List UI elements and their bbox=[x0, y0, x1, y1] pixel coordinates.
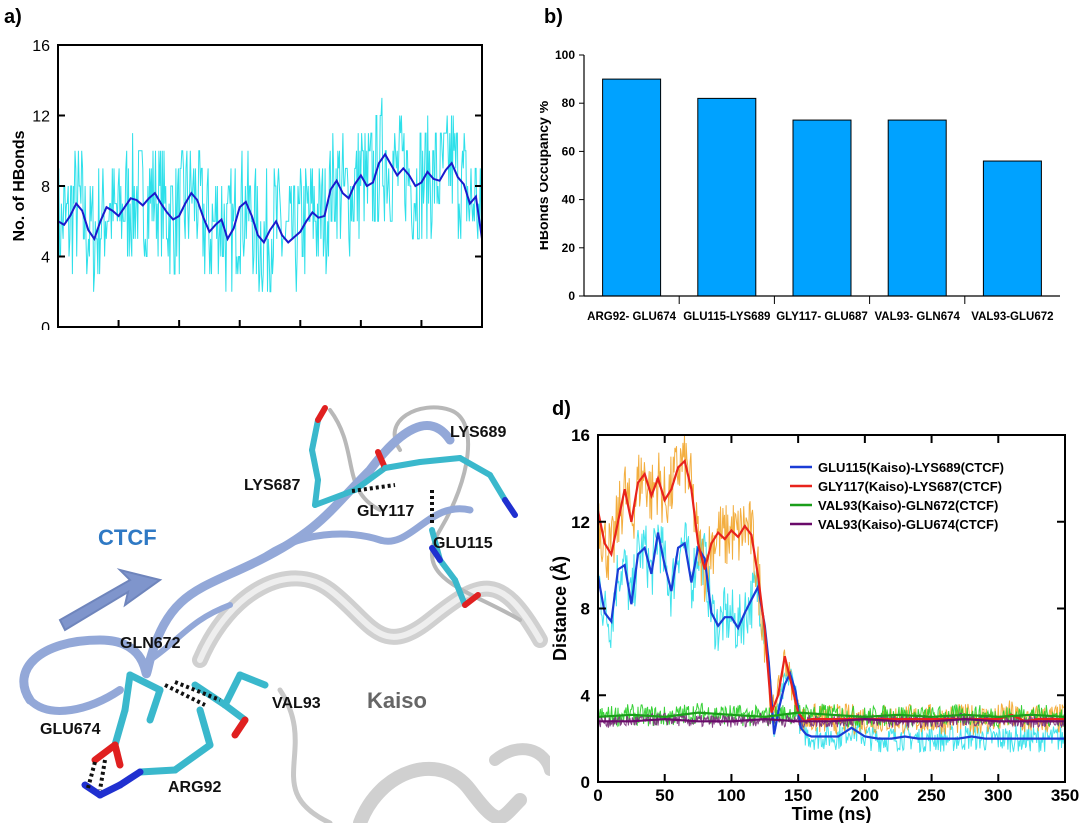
gly117-label: GLY117 bbox=[357, 503, 414, 520]
y-axis-label: HBonds Occupancy % bbox=[540, 100, 551, 250]
upper-residue-sticks bbox=[309, 405, 518, 608]
legend-label: GLY117(Kaiso)-LYS687(CTCF) bbox=[818, 479, 1002, 494]
occupancy-bar bbox=[982, 160, 1042, 297]
y-tick-label: 0 bbox=[581, 773, 590, 792]
x-category-label: VAL93-GLU672 bbox=[971, 311, 1053, 323]
hbonds-smoothed-series-line bbox=[57, 152, 483, 245]
x-tick-label: 0 bbox=[593, 786, 602, 805]
occupancy-bar bbox=[697, 97, 757, 297]
y-axis-label: Distance (Å) bbox=[550, 556, 570, 661]
legend-label: VAL93(Kaiso)-GLN672(CTCF) bbox=[818, 498, 998, 513]
x-category-label: GLU115-LYS689 bbox=[683, 311, 770, 323]
lys689-label: LYS689 bbox=[450, 424, 506, 441]
arg92-label: ARG92 bbox=[168, 779, 221, 796]
y-tick-label: 100 bbox=[555, 48, 575, 62]
ctcf-label: CTCF bbox=[98, 525, 157, 550]
y-tick-label: 8 bbox=[581, 600, 590, 619]
glu674-label: GLU674 bbox=[40, 721, 101, 738]
x-tick-label: 50 bbox=[655, 786, 674, 805]
y-tick-label: 16 bbox=[32, 38, 50, 55]
distance-series-line bbox=[598, 717, 1065, 723]
hbonds-raw-series-line bbox=[57, 97, 483, 293]
kaiso-label: Kaiso bbox=[367, 688, 427, 713]
y-tick-label: 40 bbox=[562, 193, 576, 207]
clip-mask bbox=[0, 330, 540, 340]
x-category-label: GLY117- GLU687 bbox=[776, 311, 868, 323]
y-tick-label: 12 bbox=[571, 513, 590, 532]
y-tick-label: 0 bbox=[41, 320, 50, 337]
y-tick-label: 60 bbox=[562, 144, 576, 158]
panel-d-label: d) bbox=[552, 398, 571, 420]
legend-label: GLU115(Kaiso)-LYS689(CTCF) bbox=[818, 460, 1004, 475]
distance-line-chart: 0 4 8 12 16 0 50 100 150 200 250 300 350 Time (ns) Dis… bbox=[550, 426, 1079, 823]
x-category-label: VAL93- GLN674 bbox=[874, 311, 960, 323]
upper-hbond-dashes bbox=[351, 483, 434, 525]
hbonds-occupancy-bar-chart: ARG92- GLU674 GLU115-LYS689 GLY117- GLU687… bbox=[540, 48, 1060, 323]
y-axis-label: No. of HBonds bbox=[11, 130, 28, 241]
lys687-label: LYS687 bbox=[244, 477, 300, 494]
y-tick-label: 12 bbox=[32, 109, 50, 126]
ctcf-ribbon bbox=[19, 421, 474, 715]
y-tick-label: 8 bbox=[41, 179, 50, 196]
hbonds-line-chart: 0481216050100150200250300350No. of HBond… bbox=[0, 38, 540, 340]
panel-a-label: a) bbox=[4, 6, 22, 28]
gln672-label: GLN672 bbox=[120, 635, 181, 652]
x-tick-label: 150 bbox=[784, 786, 812, 805]
occupancy-bar bbox=[602, 78, 662, 297]
x-tick-label: 350 bbox=[1051, 786, 1079, 805]
y-tick-label: 80 bbox=[562, 96, 576, 110]
legend-label: VAL93(Kaiso)-GLU674(CTCF) bbox=[818, 517, 998, 532]
x-axis-label: Time (ns) bbox=[792, 804, 872, 823]
x-tick-label: 200 bbox=[851, 786, 879, 805]
y-tick-label: 4 bbox=[581, 686, 591, 705]
panel-b-label: b) bbox=[544, 6, 563, 28]
lower-hbond-dashes bbox=[86, 680, 221, 791]
y-tick-label: 4 bbox=[41, 250, 50, 267]
molecular-structure-image: CTCF Kaiso LYS689 LYS687 GLY117 GLU115 G… bbox=[0, 390, 550, 823]
x-tick-label: 250 bbox=[917, 786, 945, 805]
y-tick-label: 0 bbox=[568, 289, 575, 303]
y-tick-label: 20 bbox=[562, 241, 576, 255]
occupancy-bar bbox=[792, 119, 852, 297]
lower-residue-sticks bbox=[81, 671, 269, 799]
glu115-label: GLU115 bbox=[433, 535, 493, 552]
val93-label: VAL93 bbox=[272, 695, 321, 712]
x-tick-label: 100 bbox=[717, 786, 745, 805]
y-tick-label: 16 bbox=[571, 426, 590, 445]
x-category-label: ARG92- GLU674 bbox=[587, 311, 676, 323]
distance-series-line bbox=[597, 711, 1066, 719]
occupancy-bar bbox=[887, 119, 947, 297]
x-tick-label: 300 bbox=[984, 786, 1012, 805]
